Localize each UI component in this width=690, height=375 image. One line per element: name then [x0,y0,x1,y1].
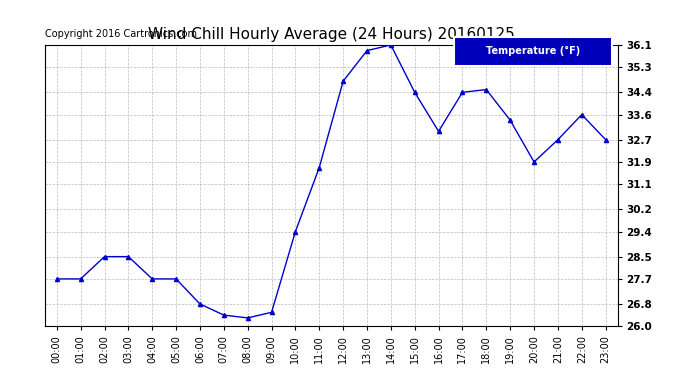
Title: Wind Chill Hourly Average (24 Hours) 20160125: Wind Chill Hourly Average (24 Hours) 201… [148,27,515,42]
FancyBboxPatch shape [454,37,612,66]
Text: Copyright 2016 Cartronics.com: Copyright 2016 Cartronics.com [45,29,197,39]
Text: Temperature (°F): Temperature (°F) [486,46,580,56]
